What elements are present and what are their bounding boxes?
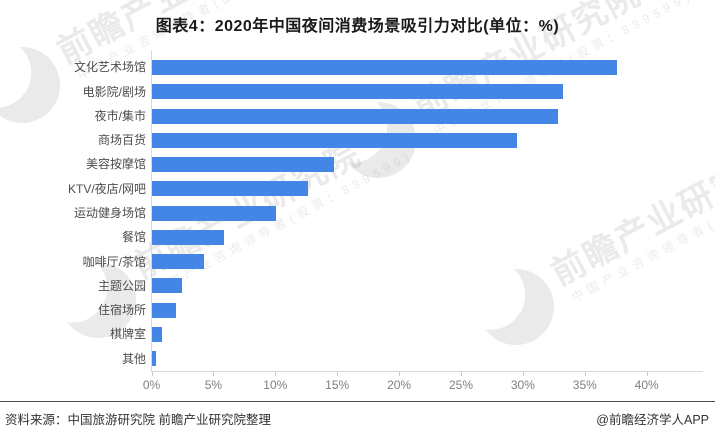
bar (152, 60, 618, 76)
category-label: 住宿场所 (97, 303, 146, 318)
category-label: 美容按摩馆 (85, 157, 146, 172)
x-tick-label: 25% (448, 378, 474, 392)
bar (152, 302, 176, 318)
x-tick-label: 0% (142, 378, 161, 392)
bar (152, 132, 518, 148)
x-axis-tick (151, 372, 153, 376)
x-axis-tick (584, 372, 586, 376)
category-label: 餐馆 (121, 230, 146, 245)
footer: 资料来源：中国旅游研究院 前瞻产业研究院整理 @前瞻经济学人APP (0, 402, 715, 435)
x-tick-label: 40% (634, 378, 659, 392)
bar (152, 229, 224, 245)
x-tick-label: 15% (325, 378, 350, 392)
bar (152, 205, 276, 221)
x-tick-label: 5% (204, 378, 223, 392)
category-label: 主题公园 (97, 278, 146, 293)
x-axis-tick (461, 372, 462, 376)
category-label: KTV/夜店/网吧 (67, 181, 146, 196)
y-axis-line (151, 50, 152, 372)
x-tick-label: 35% (572, 378, 597, 392)
category-label: 电影院/剧场 (82, 84, 146, 99)
bar (152, 351, 156, 367)
x-axis-tick (213, 372, 215, 376)
bar (152, 278, 182, 294)
category-label: 商场百货 (97, 133, 146, 148)
bar (152, 84, 564, 100)
category-label: 运动健身场馆 (73, 206, 146, 221)
bar (152, 254, 204, 270)
source-note: 资料来源：中国旅游研究院 前瞻产业研究院整理 (5, 413, 271, 427)
credit-note: @前瞻经济学人APP (596, 413, 709, 427)
category-label: 夜市/集市 (94, 108, 146, 123)
category-label: 咖啡厅/茶馆 (82, 254, 146, 269)
x-axis-tick (646, 372, 648, 376)
bar (152, 181, 308, 197)
x-tick-label: 10% (263, 378, 288, 392)
chart-title: 图表4：2020年中国夜间消费场景吸引力对比(单位：%) (155, 18, 560, 35)
x-axis-tick (337, 372, 339, 376)
bar (152, 157, 334, 173)
x-axis-line (151, 371, 703, 372)
x-tick-label: 20% (387, 378, 412, 392)
x-axis-tick (275, 372, 277, 376)
bar (152, 327, 162, 342)
category-label: 其他 (121, 351, 146, 366)
x-axis-tick (399, 372, 401, 376)
category-label: 文化艺术场馆 (73, 60, 146, 75)
category-label: 棋牌室 (109, 327, 146, 342)
x-tick-label: 30% (510, 378, 535, 392)
bar (152, 108, 559, 124)
x-axis-tick (522, 372, 524, 376)
footer-divider (0, 401, 715, 402)
